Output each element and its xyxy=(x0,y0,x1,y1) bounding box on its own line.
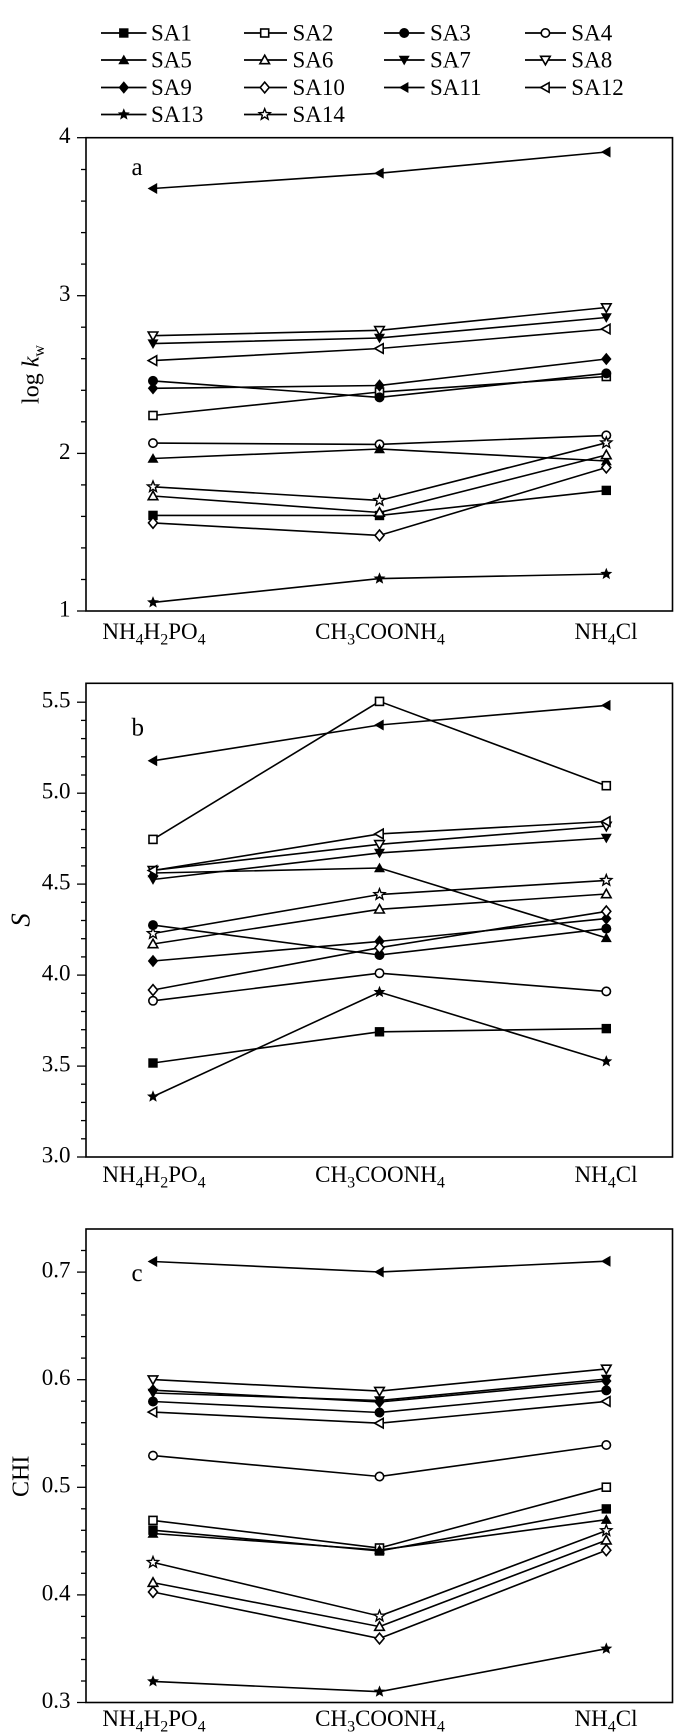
svg-text:1: 1 xyxy=(59,596,71,621)
svg-text:4.5: 4.5 xyxy=(42,870,71,895)
svg-text:CH3COONH4: CH3COONH4 xyxy=(315,619,445,649)
svg-text:SA10: SA10 xyxy=(293,75,345,100)
svg-text:CH3COONH4: CH3COONH4 xyxy=(315,1162,445,1192)
svg-text:log kw: log kw xyxy=(19,345,49,404)
svg-text:CHI: CHI xyxy=(9,1456,35,1497)
svg-text:NH4H2PO4: NH4H2PO4 xyxy=(102,1706,205,1736)
svg-text:SA5: SA5 xyxy=(151,48,192,73)
svg-text:SA7: SA7 xyxy=(430,48,471,73)
svg-text:c: c xyxy=(132,1260,143,1287)
svg-text:NH4Cl: NH4Cl xyxy=(575,1706,638,1736)
svg-text:NH4Cl: NH4Cl xyxy=(575,619,638,649)
svg-text:SA8: SA8 xyxy=(571,48,612,73)
svg-text:SA2: SA2 xyxy=(293,21,334,46)
svg-text:NH4Cl: NH4Cl xyxy=(575,1162,638,1192)
svg-text:a: a xyxy=(132,154,143,181)
svg-text:0.3: 0.3 xyxy=(42,1688,71,1713)
svg-text:0.4: 0.4 xyxy=(42,1580,71,1605)
svg-text:SA1: SA1 xyxy=(151,21,192,46)
svg-text:SA13: SA13 xyxy=(151,102,203,127)
svg-text:NH4H2PO4: NH4H2PO4 xyxy=(102,619,205,649)
svg-text:0.6: 0.6 xyxy=(42,1365,71,1390)
svg-text:4: 4 xyxy=(59,123,71,148)
svg-text:S: S xyxy=(6,913,36,927)
svg-text:SA4: SA4 xyxy=(571,21,612,46)
svg-text:5.0: 5.0 xyxy=(42,779,71,804)
svg-text:2: 2 xyxy=(59,439,71,464)
svg-text:3.0: 3.0 xyxy=(42,1142,71,1167)
svg-text:CH3COONH4: CH3COONH4 xyxy=(315,1706,445,1736)
svg-text:3.5: 3.5 xyxy=(42,1052,71,1077)
svg-text:0.7: 0.7 xyxy=(42,1258,71,1283)
svg-text:4.0: 4.0 xyxy=(42,961,71,986)
svg-text:5.5: 5.5 xyxy=(42,688,71,713)
svg-text:b: b xyxy=(132,715,145,742)
svg-text:SA3: SA3 xyxy=(430,21,471,46)
svg-text:SA14: SA14 xyxy=(293,102,346,127)
svg-text:SA12: SA12 xyxy=(571,75,623,100)
svg-text:NH4H2PO4: NH4H2PO4 xyxy=(102,1162,205,1192)
svg-text:SA11: SA11 xyxy=(430,75,482,100)
svg-text:3: 3 xyxy=(59,281,71,306)
svg-text:0.5: 0.5 xyxy=(42,1473,71,1498)
svg-text:SA9: SA9 xyxy=(151,75,192,100)
svg-text:SA6: SA6 xyxy=(293,48,334,73)
